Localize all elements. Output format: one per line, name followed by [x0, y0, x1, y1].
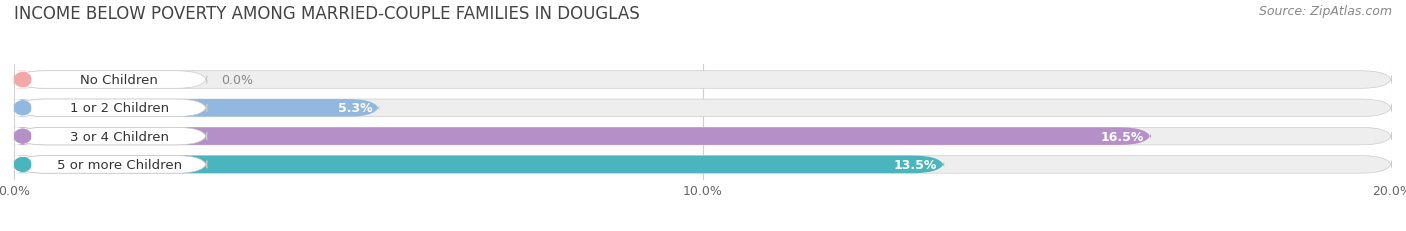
Text: 5 or more Children: 5 or more Children	[56, 158, 181, 171]
Text: INCOME BELOW POVERTY AMONG MARRIED-COUPLE FAMILIES IN DOUGLAS: INCOME BELOW POVERTY AMONG MARRIED-COUPL…	[14, 5, 640, 23]
FancyBboxPatch shape	[13, 71, 32, 89]
FancyBboxPatch shape	[14, 128, 207, 145]
Text: 1 or 2 Children: 1 or 2 Children	[69, 102, 169, 115]
Text: Source: ZipAtlas.com: Source: ZipAtlas.com	[1258, 5, 1392, 18]
Text: 13.5%: 13.5%	[894, 158, 938, 171]
FancyBboxPatch shape	[14, 100, 207, 117]
Text: 0.0%: 0.0%	[221, 74, 253, 87]
FancyBboxPatch shape	[13, 156, 32, 173]
Text: 16.5%: 16.5%	[1101, 130, 1144, 143]
FancyBboxPatch shape	[14, 100, 380, 117]
FancyBboxPatch shape	[14, 128, 1152, 145]
Text: 3 or 4 Children: 3 or 4 Children	[70, 130, 169, 143]
FancyBboxPatch shape	[13, 100, 32, 117]
FancyBboxPatch shape	[14, 156, 207, 173]
FancyBboxPatch shape	[14, 156, 945, 173]
Text: No Children: No Children	[80, 74, 157, 87]
FancyBboxPatch shape	[13, 128, 32, 145]
Text: 5.3%: 5.3%	[337, 102, 373, 115]
FancyBboxPatch shape	[14, 128, 1392, 145]
FancyBboxPatch shape	[14, 100, 1392, 117]
FancyBboxPatch shape	[14, 71, 1392, 89]
FancyBboxPatch shape	[14, 156, 1392, 173]
FancyBboxPatch shape	[14, 71, 207, 89]
